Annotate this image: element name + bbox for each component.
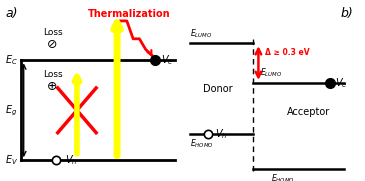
Text: $V_e$: $V_e$: [161, 54, 173, 67]
Text: $V_h$: $V_h$: [65, 153, 77, 167]
Text: Δ ≥ 0.3 eV: Δ ≥ 0.3 eV: [265, 48, 310, 57]
Text: $E_{HOMO}$: $E_{HOMO}$: [270, 172, 294, 181]
Text: $E_C$: $E_C$: [5, 54, 18, 67]
Text: a): a): [5, 7, 18, 20]
Text: Donor: Donor: [203, 84, 233, 94]
Text: $V_h$: $V_h$: [215, 127, 227, 141]
Text: Loss: Loss: [43, 28, 62, 37]
Text: Thermalization: Thermalization: [88, 9, 170, 19]
Text: $E_{LUMO}$: $E_{LUMO}$: [260, 67, 283, 79]
Text: $E_{HOMO}$: $E_{HOMO}$: [191, 138, 214, 150]
Text: b): b): [341, 7, 353, 20]
Text: ⊕: ⊕: [47, 80, 58, 93]
Text: $E_V$: $E_V$: [5, 153, 19, 167]
Text: Acceptor: Acceptor: [287, 107, 331, 117]
Text: $E_g$: $E_g$: [5, 103, 18, 117]
Text: $V_e$: $V_e$: [335, 76, 348, 90]
Text: $E_{LUMO}$: $E_{LUMO}$: [191, 27, 213, 40]
Text: ⊘: ⊘: [47, 39, 58, 51]
Text: Loss: Loss: [43, 70, 62, 79]
